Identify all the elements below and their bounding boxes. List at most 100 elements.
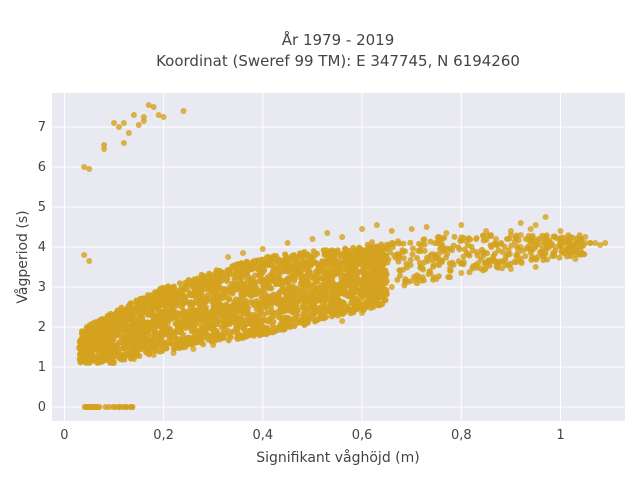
data-point [309,312,316,318]
data-point [211,306,218,312]
data-point [572,240,579,246]
y-axis-ticks: 0 1 2 3 4 5 6 7 [38,120,46,415]
data-point [277,306,284,313]
data-point [166,325,172,332]
data-point [198,315,205,322]
data-point [567,234,574,240]
data-point [246,286,253,293]
data-point [246,315,253,322]
data-point [223,316,230,323]
data-point [592,240,599,246]
data-point [547,240,554,246]
data-point [206,323,213,330]
data-point [341,300,347,307]
data-point [284,288,291,295]
data-point [163,284,170,291]
data-point [258,258,264,265]
data-point [190,311,197,318]
data-point [244,270,251,277]
data-point [173,302,180,309]
data-point [138,296,145,303]
data-point [152,289,158,296]
data-point [88,348,95,355]
data-point [346,255,353,262]
data-point [351,277,358,284]
data-point [111,360,117,366]
data-point [181,336,188,343]
x-tick-label: 0,6 [352,428,373,443]
data-point [552,233,558,240]
data-point [367,304,374,311]
data-point [163,342,170,349]
data-point [130,112,137,118]
data-point [483,228,490,234]
data-point [158,302,164,309]
data-point [268,304,274,311]
data-point [200,341,207,348]
data-point [511,238,518,245]
data-point [174,290,181,297]
data-point [199,325,206,332]
data-point [120,140,127,146]
data-point [247,260,254,267]
data-point [134,317,141,324]
data-point [290,252,297,258]
data-point [419,264,426,271]
data-point [264,309,271,316]
data-point [102,404,109,410]
data-point [228,310,234,317]
data-point [400,255,407,262]
data-point [470,263,477,270]
data-point [103,328,110,335]
data-point [529,234,536,241]
data-point [215,296,222,303]
data-point [136,353,143,359]
data-point [447,265,454,271]
data-point [247,276,254,283]
data-point [232,302,238,309]
y-tick-label: 5 [38,200,46,215]
data-point [328,268,335,275]
data-point [327,297,334,304]
data-point [344,306,351,312]
data-point [190,306,197,313]
data-point [192,339,198,346]
data-point [421,236,428,243]
data-point [483,264,490,270]
chart-title-line-1: År 1979 - 2019 [282,30,395,49]
data-point [150,326,157,333]
data-point [544,256,551,263]
data-point [222,307,229,314]
y-tick-label: 1 [38,360,46,375]
data-point [518,260,525,266]
data-point [372,260,379,267]
data-point [141,337,148,344]
data-point [492,241,499,248]
data-point [198,271,205,278]
data-point [166,289,172,296]
data-point [502,257,509,264]
data-point [95,344,102,351]
data-point [234,283,241,290]
data-point [403,264,410,271]
x-tick-label: 0,2 [153,428,174,443]
data-point [455,244,462,251]
data-point [324,230,331,236]
data-point [295,262,302,269]
data-point [104,334,111,341]
data-point [238,274,244,281]
data-point [376,243,383,250]
data-point [301,260,308,267]
data-point [421,259,428,266]
data-point [131,345,138,352]
data-point [450,242,457,249]
data-point [152,320,159,327]
data-point [572,256,579,262]
data-point [373,222,380,228]
data-point [522,236,529,242]
data-point [241,282,248,289]
data-point [289,292,296,299]
data-point [157,336,163,343]
data-point [115,404,122,410]
data-point [224,267,231,274]
